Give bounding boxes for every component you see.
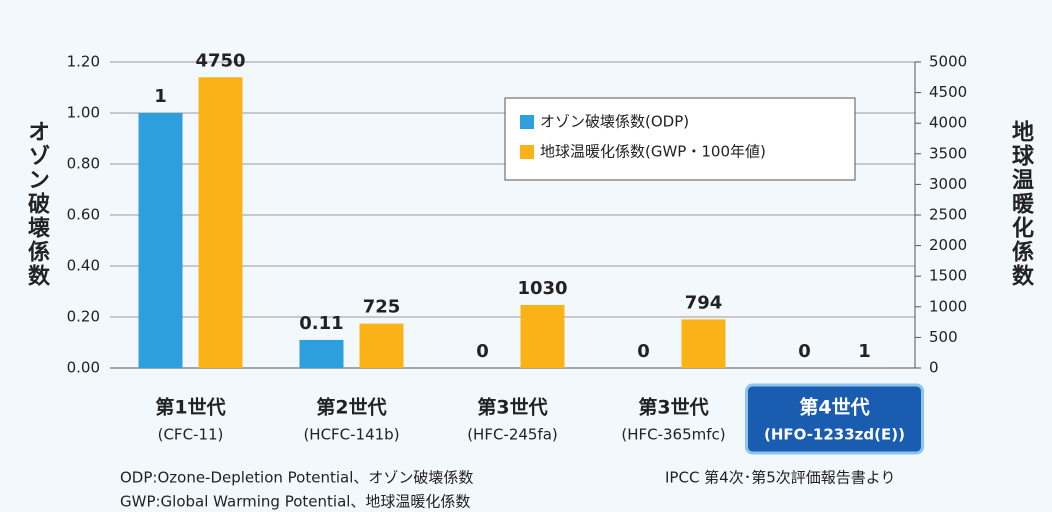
data-label: 794 — [685, 292, 723, 313]
y-tick-label: 1.00 — [67, 104, 100, 122]
legend-swatch — [520, 115, 534, 129]
legend-label: 地球温暖化係数(GWP・100年値) — [540, 143, 766, 161]
bar — [681, 319, 726, 368]
data-label: 0.11 — [299, 313, 343, 334]
y-tick-label: 0.00 — [67, 359, 100, 377]
x-tick-sublabel: (HFC-365mfc) — [621, 426, 725, 444]
y-tick-label: 0.60 — [67, 206, 100, 224]
bar — [138, 113, 183, 368]
bar — [198, 77, 243, 369]
data-label: 0 — [476, 341, 489, 362]
y2-tick-label: 3000 — [929, 175, 967, 193]
data-label: 0 — [798, 341, 811, 362]
x-tick-label: 第1世代 — [155, 396, 225, 419]
x-tick-label: 第4世代 — [799, 396, 869, 419]
legend-label: オゾン破壊係数(ODP) — [540, 113, 689, 131]
x-tick-sublabel: (HFO-1233zd(E)) — [764, 426, 905, 444]
legend-swatch — [520, 145, 534, 159]
y2-tick-label: 2000 — [929, 236, 967, 254]
y-tick-label: 0.20 — [67, 308, 100, 326]
note: GWP:Global Warming Potential、地球温暖化係数 — [120, 493, 470, 511]
y2-tick-label: 1500 — [929, 267, 967, 285]
bar — [359, 323, 404, 368]
data-label: 0 — [637, 341, 650, 362]
y2-tick-label: 4000 — [929, 114, 967, 132]
y2-tick-label: 2500 — [929, 206, 967, 224]
y2-tick-label: 5000 — [929, 53, 967, 71]
highlight-box — [745, 383, 924, 455]
x-tick-label: 第3世代 — [638, 396, 708, 419]
data-label: 1 — [858, 341, 871, 362]
bar — [299, 339, 344, 368]
y-tick-label: 1.20 — [67, 53, 100, 71]
bar — [520, 304, 565, 368]
y2-tick-label: 0 — [929, 359, 939, 377]
y2-tick-label: 500 — [929, 328, 958, 346]
y2-tick-label: 3500 — [929, 144, 967, 162]
y2-tick-label: 1000 — [929, 297, 967, 315]
y-axis-label: オゾン破壊係数 — [24, 120, 50, 288]
y-tick-label: 0.80 — [67, 155, 100, 173]
data-label: 1 — [154, 86, 167, 107]
x-tick-label: 第3世代 — [477, 396, 547, 419]
note: ODP:Ozone-Depletion Potential、オゾン破壊係数 — [120, 469, 473, 487]
x-tick-sublabel: (CFC-11) — [158, 426, 224, 444]
y-tick-label: 0.40 — [67, 257, 100, 275]
y2-axis-label: 地球温暖化係数 — [1008, 120, 1034, 288]
data-label: 1030 — [517, 278, 567, 299]
source: IPCC 第4次･第5次評価報告書より — [665, 469, 895, 487]
y2-tick-label: 4500 — [929, 83, 967, 101]
x-tick-sublabel: (HCFC-141b) — [303, 426, 399, 444]
x-tick-sublabel: (HFC-245fa) — [467, 426, 558, 444]
legend — [504, 97, 856, 181]
data-label: 725 — [363, 297, 401, 318]
x-tick-label: 第2世代 — [316, 396, 386, 419]
data-label: 4750 — [195, 50, 245, 71]
